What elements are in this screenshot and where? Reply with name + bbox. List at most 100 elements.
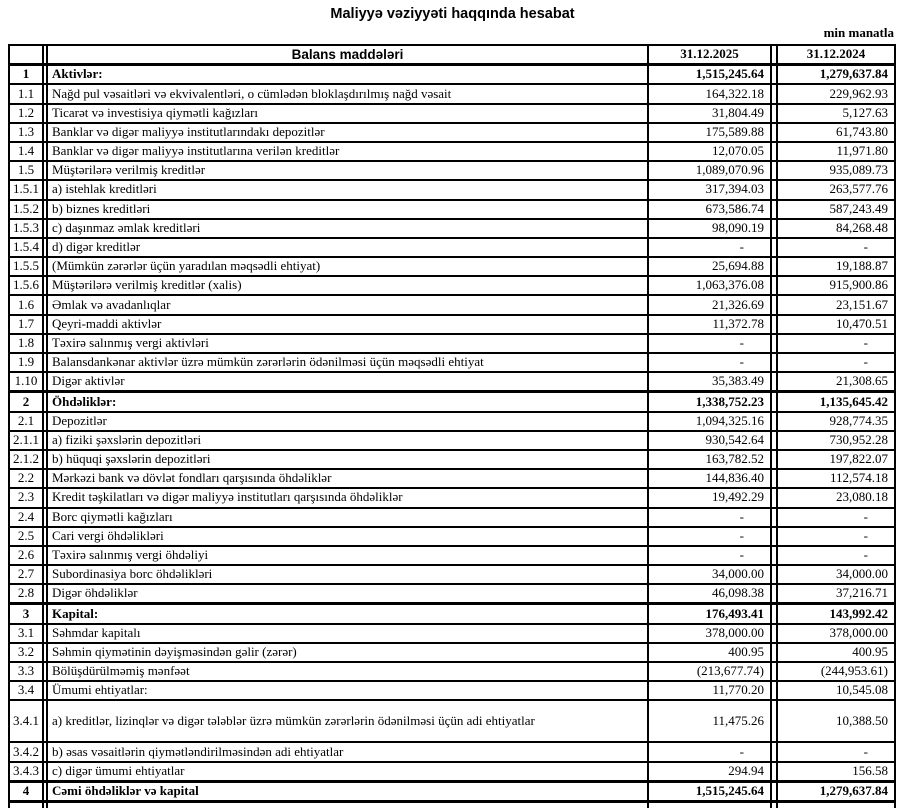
table-row: 2.8 Digər öhdəliklər 46,098.38 37,216.71	[8, 583, 896, 605]
table-row: 1.7 Qeyri-maddi aktivlər 11,372.78 10,470.5…	[8, 313, 896, 335]
table-row: 1.3 Banklar və digər maliyyə institutları…	[8, 121, 896, 143]
row-number: 1.10	[8, 371, 44, 393]
value-2025: 1,094,325.16	[647, 410, 772, 432]
table-row: 3.3 Bölüşdürülməmiş mənfəət (213,677.74) (2…	[8, 660, 896, 683]
value-2025: -	[647, 506, 772, 528]
value-2025: 1,515,245.64	[647, 779, 772, 803]
header-items: Balans maddələri	[46, 44, 649, 67]
row-number: 1.1	[8, 83, 44, 105]
column-spacer	[770, 160, 778, 182]
value-2025: 1,515,245.64	[647, 63, 772, 86]
value-2024: 263,577.76	[776, 179, 896, 201]
value-2025: -	[647, 525, 772, 547]
value-2025: 98,090.19	[647, 217, 772, 239]
row-label: Banklar və digər maliyyə institutlarında…	[46, 121, 649, 143]
table-row: 3.4.2 b) əsas vəsaitlərin qiymətləndirilm…	[8, 741, 896, 763]
balance-sheet-table: Balans maddələri 31.12.2025 31.12.2024 1…	[8, 44, 896, 808]
value-2025: 34,000.00	[647, 564, 772, 586]
value-2024: 915,900.86	[776, 275, 896, 297]
row-label: Öhdəliklər:	[46, 390, 649, 413]
column-spacer	[42, 275, 48, 297]
table-row: 1.5.4 d) digər kreditlər - -	[8, 236, 896, 259]
value-2024: 19,188.87	[776, 256, 896, 278]
row-label: (Mümkün zərərlər üçün yaradılan məqsədli…	[46, 256, 649, 278]
value-2024: 23,151.67	[776, 294, 896, 316]
row-number: 3	[8, 602, 44, 625]
column-spacer	[770, 179, 778, 201]
row-number: 2.7	[8, 564, 44, 586]
cropped-row-stub	[8, 800, 896, 808]
row-label: c) digər ümumi ehtiyatlar	[46, 760, 649, 783]
row-number: 1.5	[8, 160, 44, 182]
value-2025: 930,542.64	[647, 429, 772, 451]
column-spacer	[770, 660, 778, 683]
column-spacer	[42, 622, 48, 644]
row-label: Depozitlər	[46, 410, 649, 432]
value-2024: 143,992.42	[776, 602, 896, 625]
row-label: b) hüquqi şəxslərin depozitləri	[46, 448, 649, 471]
table-row: 2.1.2 b) hüquqi şəxslərin depozitləri 163,…	[8, 448, 896, 471]
column-spacer	[770, 275, 778, 297]
column-spacer	[42, 313, 48, 335]
table-row: 2.6 Təxirə salınmış vergi öhdəliyi - -	[8, 544, 896, 567]
value-2024: 61,743.80	[776, 121, 896, 143]
cropped-cell	[770, 800, 778, 808]
table-row: 1.5.3 c) daşınmaz əmlak kreditləri 98,090.…	[8, 217, 896, 239]
row-number: 3.4.1	[8, 699, 44, 744]
row-number: 1.9	[8, 351, 44, 374]
value-2025: 1,089,070.96	[647, 160, 772, 182]
value-2025: 400.95	[647, 641, 772, 664]
value-2024: 21,308.65	[776, 371, 896, 393]
table-row: 1.4 Banklar və digər maliyyə institutları…	[8, 140, 896, 163]
column-spacer	[770, 680, 778, 702]
table-row: 1.10 Digər aktivlər 35,383.49 21,308.65	[8, 371, 896, 393]
table-row: 1.5.2 b) biznes kreditləri 673,586.74 587,2…	[8, 198, 896, 220]
value-2024: 37,216.71	[776, 583, 896, 605]
value-2025: 164,322.18	[647, 83, 772, 105]
table-row: 1.5.6 Müştərilərə verilmiş kreditlər (xal…	[8, 275, 896, 297]
column-spacer	[770, 83, 778, 105]
column-spacer	[770, 506, 778, 528]
table-row: 1.8 Təxirə salınmış vergi aktivləri - -	[8, 332, 896, 355]
cropped-cell	[46, 800, 649, 808]
row-number: 1.7	[8, 313, 44, 335]
table-row: 3.4.1 a) kreditlər, lizinqlər və digər tə…	[8, 699, 896, 744]
table-row: 1.1 Nağd pul vəsaitləri və ekvivalentləri…	[8, 83, 896, 105]
value-2025: -	[647, 236, 772, 259]
table-row: 3.2 Səhmin qiymətinin dəyişməsindən gəlir…	[8, 641, 896, 664]
value-2024: -	[776, 332, 896, 355]
row-number: 3.4	[8, 680, 44, 702]
row-label: Təxirə salınmış vergi öhdəliyi	[46, 544, 649, 567]
column-spacer	[42, 102, 48, 124]
column-spacer	[770, 741, 778, 763]
row-number: 1.4	[8, 140, 44, 163]
row-number: 1.5.4	[8, 236, 44, 259]
column-spacer	[770, 487, 778, 509]
column-spacer	[42, 699, 48, 744]
column-spacer	[42, 351, 48, 374]
header-date-2024: 31.12.2024	[776, 44, 896, 67]
value-2024: 935,089.73	[776, 160, 896, 182]
table-row: 1.6 Əmlak və avadanlıqlar 21,326.69 23,151.…	[8, 294, 896, 316]
value-2024: 197,822.07	[776, 448, 896, 471]
row-number: 2.5	[8, 525, 44, 547]
value-2024: 229,962.93	[776, 83, 896, 105]
value-2024: -	[776, 544, 896, 567]
column-spacer	[770, 294, 778, 316]
value-2024: 1,279,637.84	[776, 63, 896, 86]
column-spacer	[42, 179, 48, 201]
row-number: 2.8	[8, 583, 44, 605]
table-row: 1.5 Müştərilərə verilmiş kreditlər 1,089,0…	[8, 160, 896, 182]
row-number: 1.5.2	[8, 198, 44, 220]
column-spacer	[42, 564, 48, 586]
column-spacer	[770, 102, 778, 124]
row-label: b) biznes kreditləri	[46, 198, 649, 220]
value-2025: 176,493.41	[647, 602, 772, 625]
value-2024: 10,470.51	[776, 313, 896, 335]
row-label: Müştərilərə verilmiş kreditlər	[46, 160, 649, 182]
value-2024: 10,388.50	[776, 699, 896, 744]
column-spacer	[770, 217, 778, 239]
column-spacer	[770, 622, 778, 644]
value-2024: 730,952.28	[776, 429, 896, 451]
